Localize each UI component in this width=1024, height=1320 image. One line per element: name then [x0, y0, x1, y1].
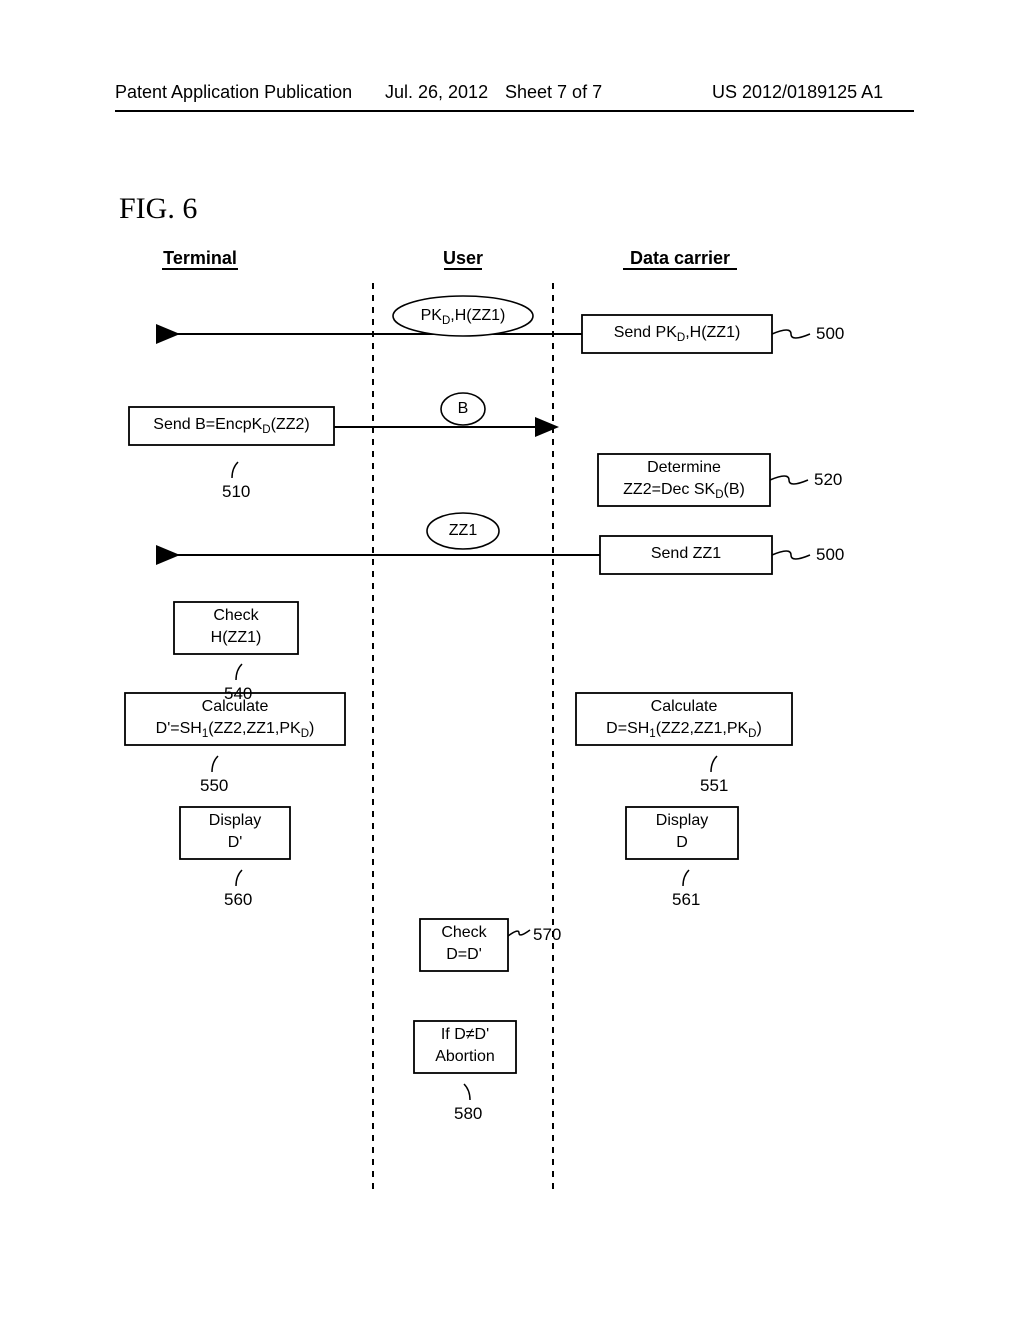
svg-text:540: 540 — [224, 684, 252, 703]
svg-text:Display: Display — [656, 812, 708, 829]
svg-text:Check: Check — [441, 924, 487, 941]
svg-text:500: 500 — [816, 545, 844, 564]
page: Patent Application Publication Jul. 26, … — [0, 0, 1024, 1320]
svg-text:PKD,H(ZZ1): PKD,H(ZZ1) — [421, 307, 506, 327]
svg-text:B: B — [458, 400, 469, 417]
svg-text:If D≠D': If D≠D' — [441, 1026, 489, 1043]
svg-text:D=SH1(ZZ2,ZZ1,PKD): D=SH1(ZZ2,ZZ1,PKD) — [606, 720, 762, 740]
svg-text:Data carrier: Data carrier — [630, 248, 730, 268]
svg-text:510: 510 — [222, 482, 250, 501]
svg-text:500: 500 — [816, 324, 844, 343]
svg-text:H(ZZ1): H(ZZ1) — [211, 629, 262, 646]
svg-text:Determine: Determine — [647, 459, 721, 476]
svg-text:Abortion: Abortion — [435, 1048, 495, 1065]
svg-text:Calculate: Calculate — [651, 698, 718, 715]
svg-text:560: 560 — [224, 890, 252, 909]
svg-text:D'=SH1(ZZ2,ZZ1,PKD): D'=SH1(ZZ2,ZZ1,PKD) — [156, 720, 315, 740]
sequence-diagram: Terminal User Data carrier PKD,H(ZZ1) B ZZ1 Se… — [0, 0, 1024, 1320]
svg-text:User: User — [443, 248, 483, 268]
svg-text:Terminal: Terminal — [163, 248, 237, 268]
svg-text:550: 550 — [200, 776, 228, 795]
svg-text:D=D': D=D' — [446, 946, 482, 963]
svg-text:561: 561 — [672, 890, 700, 909]
svg-text:520: 520 — [814, 470, 842, 489]
svg-text:Check: Check — [213, 607, 259, 624]
svg-text:ZZ1: ZZ1 — [449, 522, 478, 539]
svg-text:D': D' — [228, 834, 243, 851]
svg-text:570: 570 — [533, 925, 561, 944]
svg-text:580: 580 — [454, 1104, 482, 1123]
svg-text:ZZ2=Dec SKD(B): ZZ2=Dec SKD(B) — [623, 481, 745, 501]
svg-text:D: D — [676, 834, 688, 851]
svg-text:Send B=EncpKD(ZZ2): Send B=EncpKD(ZZ2) — [153, 416, 309, 436]
svg-text:551: 551 — [700, 776, 728, 795]
svg-text:Send ZZ1: Send ZZ1 — [651, 545, 721, 562]
svg-text:Display: Display — [209, 812, 261, 829]
